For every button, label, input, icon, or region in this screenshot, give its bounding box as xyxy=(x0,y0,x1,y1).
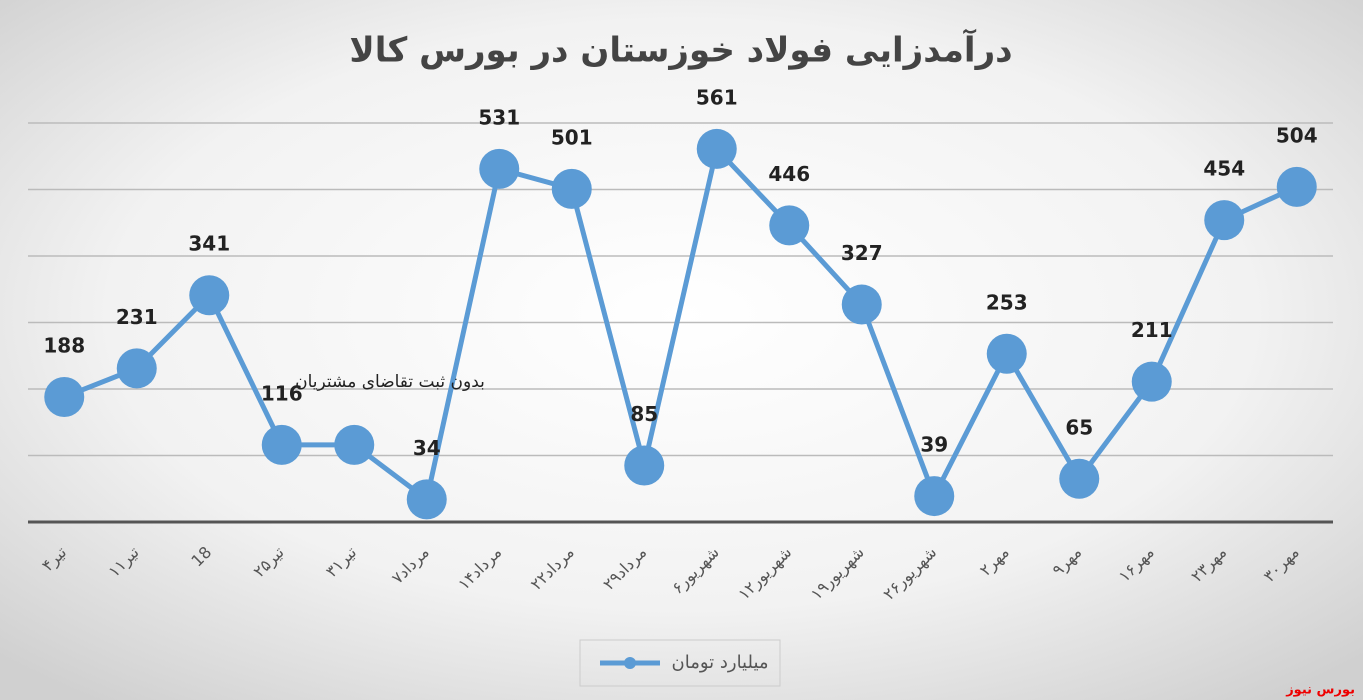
data-point xyxy=(116,348,157,389)
data-label: 504 xyxy=(1276,123,1318,147)
data-label: 116 xyxy=(261,381,303,405)
data-label: 531 xyxy=(478,105,520,129)
data-label: 231 xyxy=(116,305,158,329)
data-point xyxy=(696,128,737,169)
data-label: 341 xyxy=(188,232,230,256)
legend-marker xyxy=(624,657,636,669)
data-point xyxy=(1276,166,1317,207)
data-point xyxy=(841,284,882,325)
data-label: 85 xyxy=(630,402,658,426)
series-line xyxy=(63,143,1298,504)
data-label: 34 xyxy=(413,436,441,460)
data-label: 188 xyxy=(43,333,85,357)
data-point xyxy=(1204,200,1245,241)
data-point xyxy=(551,168,592,209)
data-label: 327 xyxy=(841,241,883,265)
data-point xyxy=(986,333,1027,374)
data-point xyxy=(44,376,85,417)
data-point xyxy=(769,205,810,246)
data-point xyxy=(914,476,955,517)
data-point xyxy=(624,445,665,486)
data-label: 65 xyxy=(1065,415,1093,439)
data-label: 561 xyxy=(696,85,738,109)
data-label: 446 xyxy=(768,162,810,186)
data-label: 454 xyxy=(1203,157,1245,181)
legend-box xyxy=(579,639,781,687)
legend-label: میلیارد تومان xyxy=(671,652,768,673)
chart-title: درآمدزایی فولاد خوزستان در بورس کالا xyxy=(349,29,1012,71)
watermark: بورس نیوز xyxy=(1285,683,1355,698)
annotation: بدون ثبت تقاضای مشتریان xyxy=(295,372,485,392)
data-label: 39 xyxy=(920,433,948,457)
data-point xyxy=(261,424,302,465)
data-label: 253 xyxy=(986,290,1028,314)
data-label: 211 xyxy=(1131,318,1173,342)
data-point xyxy=(406,479,447,520)
data-point xyxy=(189,275,230,316)
data-point xyxy=(1059,458,1100,499)
data-point xyxy=(334,424,375,465)
data-point xyxy=(1131,361,1172,402)
data-point xyxy=(479,148,520,189)
data-label: 501 xyxy=(551,125,593,149)
